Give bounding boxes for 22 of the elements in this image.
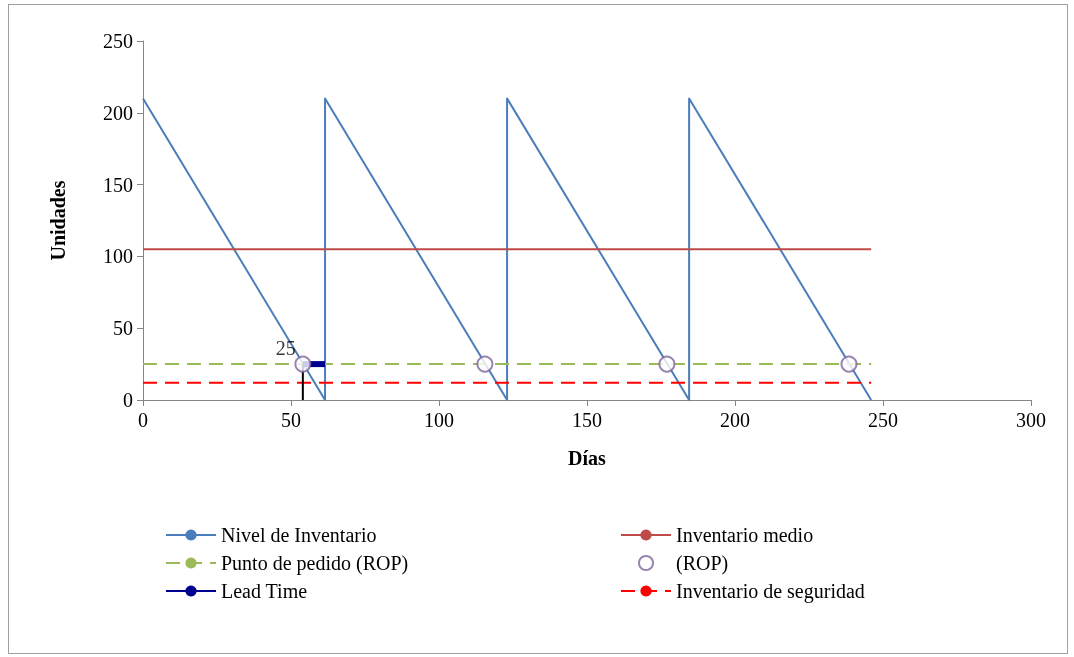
y-tick-label: 50 <box>113 317 133 340</box>
x-axis-title: Días <box>568 447 607 469</box>
x-tick-label: 150 <box>572 409 602 431</box>
x-tick-label: 200 <box>720 409 750 431</box>
annotation: 25 <box>275 337 296 360</box>
y-axis-title: Unidades <box>47 180 69 261</box>
legend-label: Nivel de Inventario <box>221 524 377 546</box>
y-tick-label: 0 <box>123 389 133 411</box>
x-tick-label: 0 <box>138 409 148 431</box>
x-tick-label: 50 <box>281 409 301 431</box>
legend-label: Punto de pedido (ROP) <box>221 552 409 575</box>
y-tick-label: 150 <box>103 173 133 196</box>
y-tick-label: 100 <box>103 245 133 268</box>
y-tick-label: 250 <box>103 30 133 52</box>
legend-label: Lead Time <box>221 580 308 602</box>
x-tick-label: 250 <box>868 409 898 431</box>
legend-label: Inventario medio <box>676 524 814 546</box>
legend-label: (ROP) <box>676 552 729 575</box>
x-tick-label: 100 <box>424 409 454 431</box>
y-tick-label: 200 <box>103 101 133 124</box>
legend-label: Inventario de seguridad <box>676 580 865 603</box>
x-tick-label: 300 <box>1016 409 1046 431</box>
